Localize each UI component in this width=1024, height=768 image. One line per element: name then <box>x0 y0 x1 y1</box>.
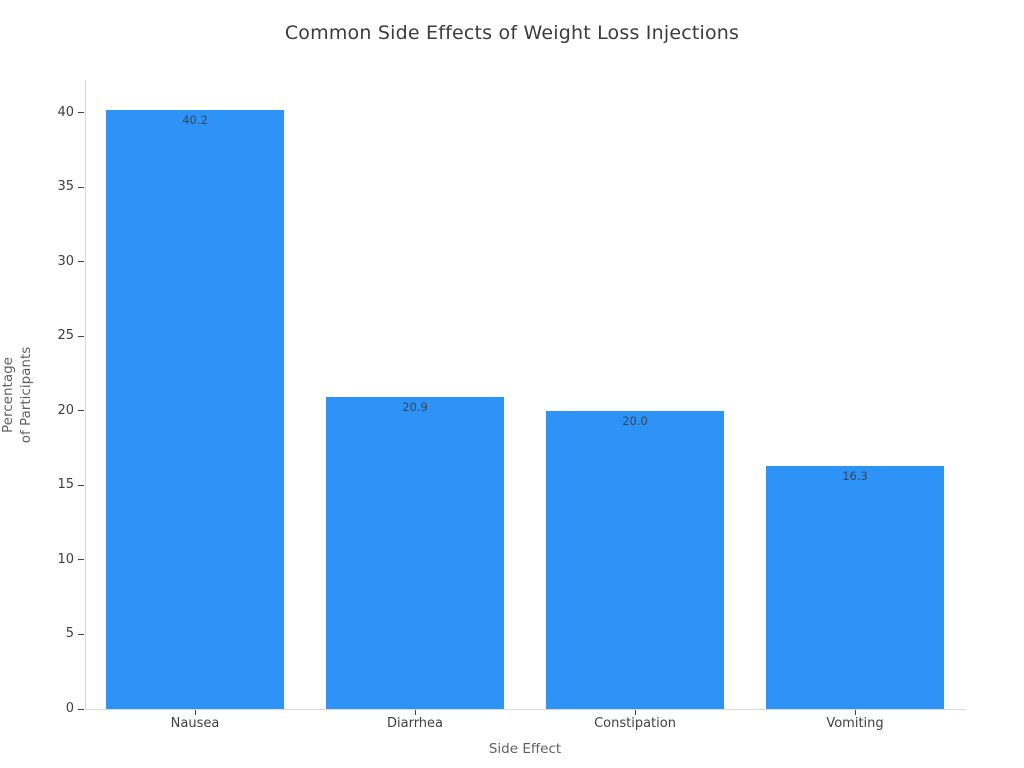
x-category-label: Vomiting <box>826 716 884 731</box>
bar-value-label: 20.9 <box>402 400 428 415</box>
bar-value-label: 16.3 <box>842 469 868 484</box>
x-tick-mark <box>635 710 636 715</box>
x-category-label: Diarrhea <box>386 716 444 731</box>
y-tick-mark <box>78 186 84 188</box>
y-axis-title: Percentage of Participants <box>0 346 34 444</box>
y-tick-mark <box>78 112 84 114</box>
x-category-label: Nausea <box>170 716 220 731</box>
bar <box>546 410 724 709</box>
y-tick-label: 15 <box>57 477 74 493</box>
x-tick-mark <box>195 710 196 715</box>
y-tick-label: 35 <box>57 179 74 195</box>
y-tick-mark <box>78 484 84 486</box>
y-tick-mark <box>78 559 84 561</box>
y-tick-mark <box>78 335 84 337</box>
chart-title: Common Side Effects of Weight Loss Injec… <box>284 22 740 44</box>
y-tick-label: 20 <box>57 402 74 418</box>
y-axis-spine <box>85 80 86 709</box>
x-axis-title: Side Effect <box>488 741 562 757</box>
y-tick-label: 10 <box>57 551 74 567</box>
y-tick-mark <box>78 633 84 635</box>
x-axis-spine <box>85 709 966 710</box>
bar <box>766 466 944 709</box>
y-tick-label: 25 <box>57 328 74 344</box>
y-tick-label: 40 <box>57 104 74 120</box>
y-tick-label: 0 <box>65 701 74 716</box>
x-category-label: Constipation <box>594 716 676 731</box>
y-tick-label: 30 <box>57 253 74 269</box>
x-tick-mark <box>415 710 416 715</box>
bar-value-label: 40.2 <box>182 112 208 127</box>
bar-value-label: 20.0 <box>622 413 648 428</box>
y-tick-mark <box>78 261 84 263</box>
bar <box>106 109 284 709</box>
y-tick-mark <box>78 410 84 412</box>
y-tick-mark <box>78 708 84 710</box>
y-tick-label: 5 <box>65 626 74 642</box>
bar <box>326 397 504 709</box>
x-tick-mark <box>855 710 856 715</box>
